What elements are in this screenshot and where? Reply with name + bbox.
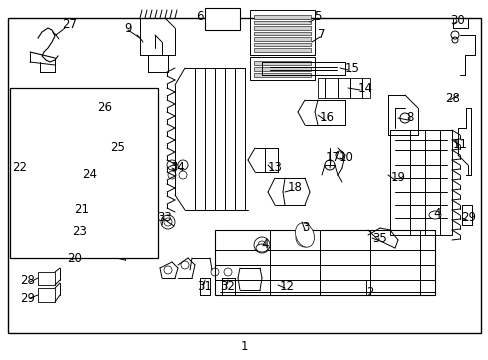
Bar (209, 10, 235, 28)
Text: 28: 28 (445, 91, 460, 104)
Bar (249, 10, 314, 55)
Text: 34: 34 (170, 162, 185, 175)
Text: 3: 3 (302, 221, 309, 234)
Bar (253, 21, 310, 24)
Bar (253, 48, 310, 51)
Text: 33: 33 (157, 211, 172, 225)
Text: 24: 24 (82, 168, 97, 181)
Text: 32: 32 (220, 279, 235, 292)
Ellipse shape (256, 244, 267, 252)
Bar (213, 13, 222, 25)
Text: 29: 29 (461, 211, 475, 225)
Bar (253, 42, 310, 46)
Bar (8, 18, 480, 333)
Ellipse shape (428, 211, 440, 219)
Text: 1: 1 (240, 341, 247, 354)
Bar (253, 15, 310, 18)
Text: 9: 9 (124, 22, 131, 35)
Bar (204, 8, 240, 30)
Text: 15: 15 (344, 62, 359, 75)
Bar (253, 73, 310, 77)
Bar (249, 57, 314, 80)
Text: 17: 17 (325, 152, 340, 165)
Text: 22: 22 (13, 162, 27, 175)
Text: 21: 21 (74, 203, 89, 216)
Bar (108, 142, 128, 162)
Text: 4: 4 (432, 207, 440, 220)
Text: 29: 29 (20, 292, 36, 305)
Bar (253, 31, 310, 35)
Text: 4: 4 (261, 238, 268, 252)
Text: 7: 7 (318, 28, 325, 41)
Text: 14: 14 (357, 81, 372, 94)
Ellipse shape (295, 223, 314, 247)
Text: 19: 19 (390, 171, 405, 184)
Text: 10: 10 (338, 152, 353, 165)
Text: 16: 16 (319, 112, 334, 125)
Bar (38, 288, 55, 302)
Text: 28: 28 (20, 274, 35, 287)
Bar (253, 37, 310, 40)
Text: 27: 27 (62, 18, 77, 31)
Text: 26: 26 (97, 102, 112, 114)
Text: 5: 5 (314, 10, 321, 23)
Text: 23: 23 (72, 225, 87, 238)
Text: 25: 25 (110, 141, 125, 154)
Bar (224, 13, 232, 25)
Text: 12: 12 (279, 279, 294, 292)
Bar (38, 272, 55, 285)
Text: 30: 30 (450, 13, 465, 27)
Text: 2: 2 (366, 285, 373, 298)
Text: 8: 8 (406, 112, 413, 125)
Text: 35: 35 (372, 231, 386, 244)
Bar (253, 67, 310, 71)
Text: 31: 31 (197, 279, 212, 292)
Bar (253, 61, 310, 65)
Bar (215, 230, 434, 295)
Bar (317, 78, 369, 98)
Text: 13: 13 (267, 162, 282, 175)
Bar (13, 162, 22, 225)
Bar (389, 130, 451, 235)
Text: 18: 18 (287, 181, 302, 194)
Text: 20: 20 (67, 252, 82, 265)
Text: 11: 11 (451, 139, 467, 152)
Bar (10, 88, 158, 258)
Text: 6: 6 (196, 10, 203, 23)
Bar (253, 26, 310, 30)
